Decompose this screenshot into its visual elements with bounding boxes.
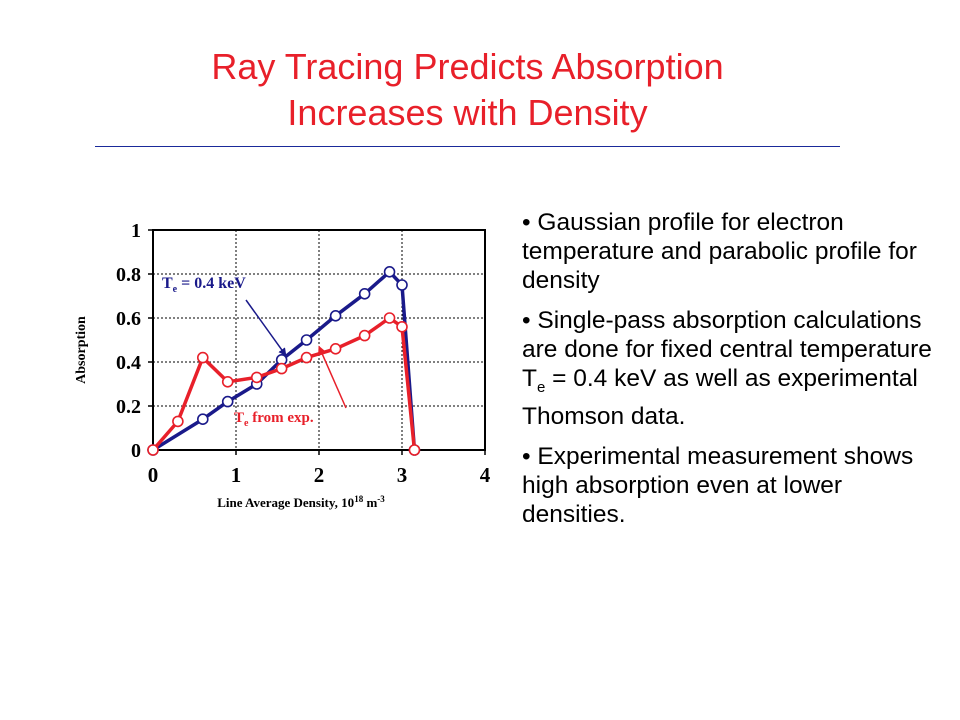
bullet-measurement-text: Experimental measurement shows high abso… — [522, 442, 914, 528]
x-tick-label-2: 2 — [314, 463, 325, 487]
series-0-point-1 — [197, 413, 209, 425]
bullet-calculations-subscript: e — [536, 378, 546, 396]
slide-title: Ray Tracing Predicts Absorption Increase… — [95, 44, 840, 136]
series-1-point-3 — [221, 376, 234, 388]
bullet-calculations: • Single-pass absorption calculations ar… — [522, 307, 932, 430]
slide-title-line-2: Increases with Density — [287, 92, 648, 133]
series-1-point-7 — [329, 343, 342, 355]
y-axis-label: Absorption — [74, 316, 89, 384]
title-divider — [95, 146, 840, 147]
series-1-point-1 — [172, 415, 184, 428]
x-axis-label-sup1: 18 — [354, 494, 364, 504]
annotation-0-subscript: e — [173, 284, 178, 295]
annotation-0-rest: = 0.4 keV — [177, 275, 246, 292]
series-1-point-9 — [383, 312, 396, 324]
y-tick-label-5: 1 — [131, 220, 141, 242]
y-tick-label-1: 0.2 — [116, 396, 141, 418]
annotation-1-subscript: e — [244, 418, 249, 429]
y-tick-label-2: 0.4 — [116, 352, 141, 374]
x-axis-label: Line Average Density, 1018 m-3 — [217, 494, 385, 510]
series-0-point-9 — [396, 279, 408, 291]
x-axis-label-unit: m — [363, 495, 377, 510]
chart-series — [147, 266, 421, 456]
bullet-profiles: • Gaussian profile for electron temperat… — [522, 209, 917, 294]
y-tick-label-4: 0.8 — [116, 264, 141, 286]
series-1-point-4 — [250, 371, 263, 384]
series-1-point-6 — [300, 351, 313, 364]
bullet-profiles-text: Gaussian profile for electron temperatur… — [522, 209, 917, 294]
annotation-0-text: T — [162, 275, 173, 292]
annotation-0: Te = 0.4 keV — [162, 275, 287, 357]
series-0-point-5 — [300, 334, 313, 346]
x-tick-label-3: 3 — [397, 463, 408, 487]
series-1-point-0 — [147, 444, 159, 456]
series-0-point-6 — [329, 310, 342, 322]
series-1-line — [151, 316, 417, 452]
annotation-1: Te from exp. — [234, 345, 347, 429]
y-tick-label-0: 0 — [131, 440, 141, 462]
annotation-1-label: Te from exp. — [234, 410, 314, 429]
chart-ticks: 0 0.2 0.4 0.6 0.8 1 0 1 2 3 4 — [116, 220, 491, 487]
series-0 — [147, 266, 421, 456]
x-axis-label-main: Line Average Density, 10 — [217, 495, 354, 510]
series-1-point-8 — [358, 329, 371, 342]
series-1-point-10 — [396, 321, 408, 333]
annotation-1-rest: from exp. — [248, 410, 313, 426]
series-1 — [147, 312, 421, 456]
series-1-point-2 — [197, 351, 209, 364]
slide-title-line-1: Ray Tracing Predicts Absorption — [211, 46, 724, 87]
annotation-1-text: T — [234, 410, 244, 426]
annotation-0-arrow — [245, 299, 287, 357]
x-axis-label-sup2: -3 — [377, 494, 385, 504]
series-0-point-8 — [383, 266, 396, 278]
annotation-1-arrow — [318, 345, 347, 409]
series-0-point-2 — [221, 395, 234, 408]
x-tick-label-1: 1 — [231, 463, 242, 487]
annotation-0-label: Te = 0.4 keV — [162, 275, 246, 295]
series-1-point-11 — [408, 444, 421, 456]
x-tick-label-0: 0 — [148, 463, 159, 487]
y-tick-label-3: 0.6 — [116, 308, 141, 330]
series-0-point-7 — [358, 288, 371, 300]
bullet-calculations-text: Single-pass absorption calculations are … — [522, 307, 932, 392]
bullet-calculations-text-end: = 0.4 keV as well as experimental Thomso… — [522, 365, 918, 430]
series-1-point-5 — [275, 362, 288, 375]
bullet-measurement: • Experimental measurement shows high ab… — [522, 442, 914, 528]
x-tick-label-4: 4 — [480, 463, 491, 487]
bullet-list: • Gaussian profile for electron temperat… — [522, 208, 942, 540]
